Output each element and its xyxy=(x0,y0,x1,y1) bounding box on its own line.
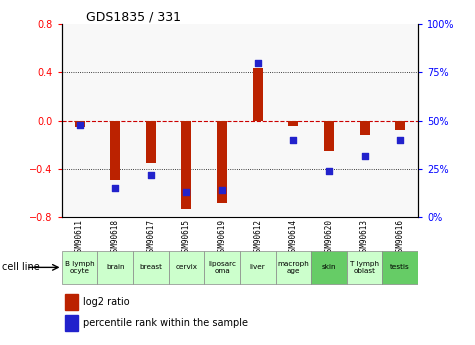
Text: brain: brain xyxy=(106,264,124,270)
Text: percentile rank within the sample: percentile rank within the sample xyxy=(83,318,248,328)
FancyBboxPatch shape xyxy=(97,251,133,284)
Text: cell line: cell line xyxy=(2,263,40,272)
FancyBboxPatch shape xyxy=(62,251,97,284)
Text: liposarc
oma: liposarc oma xyxy=(208,261,236,274)
Point xyxy=(254,60,261,66)
Bar xyxy=(181,121,191,209)
Bar xyxy=(253,68,263,121)
Point xyxy=(182,189,190,195)
Text: T lymph
oblast: T lymph oblast xyxy=(350,261,379,274)
FancyBboxPatch shape xyxy=(169,251,204,284)
Text: log2 ratio: log2 ratio xyxy=(83,297,130,307)
Bar xyxy=(65,315,78,331)
FancyBboxPatch shape xyxy=(347,251,382,284)
Point xyxy=(111,186,119,191)
Bar xyxy=(288,121,298,126)
Text: B lymph
ocyte: B lymph ocyte xyxy=(65,261,95,274)
Text: macroph
age: macroph age xyxy=(277,261,309,274)
Bar xyxy=(65,294,78,310)
FancyBboxPatch shape xyxy=(276,251,311,284)
Point xyxy=(361,153,369,158)
Point xyxy=(325,168,332,174)
FancyBboxPatch shape xyxy=(204,251,240,284)
Point xyxy=(147,172,155,178)
Bar xyxy=(217,121,227,203)
Point xyxy=(289,137,297,143)
Point xyxy=(396,137,404,143)
Text: liver: liver xyxy=(250,264,266,270)
FancyBboxPatch shape xyxy=(133,251,169,284)
Point xyxy=(218,188,226,193)
FancyBboxPatch shape xyxy=(240,251,276,284)
Point xyxy=(76,122,84,127)
Text: testis: testis xyxy=(390,264,410,270)
Text: cervix: cervix xyxy=(175,264,198,270)
Bar xyxy=(395,121,405,130)
FancyBboxPatch shape xyxy=(311,251,347,284)
Text: skin: skin xyxy=(322,264,336,270)
Text: GDS1835 / 331: GDS1835 / 331 xyxy=(86,10,180,23)
Bar xyxy=(75,121,85,127)
Bar xyxy=(324,121,334,151)
FancyBboxPatch shape xyxy=(382,251,418,284)
Bar xyxy=(360,121,370,135)
Bar xyxy=(110,121,120,180)
Bar xyxy=(146,121,156,163)
Text: breast: breast xyxy=(139,264,162,270)
